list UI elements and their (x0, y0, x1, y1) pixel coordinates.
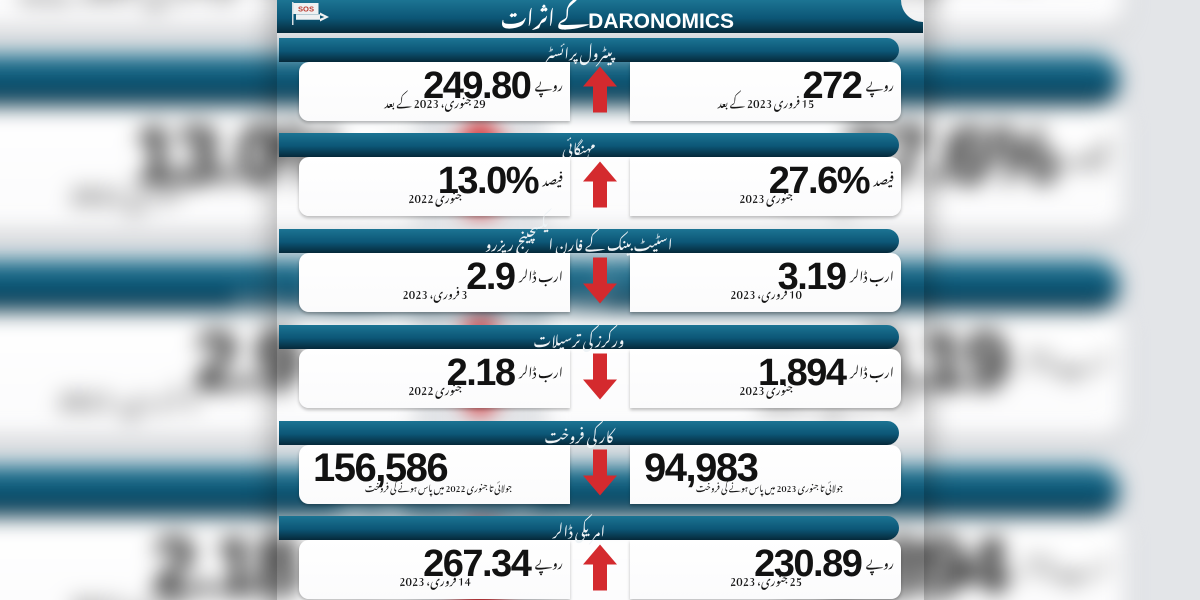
svg-text:SOS: SOS (298, 4, 314, 13)
